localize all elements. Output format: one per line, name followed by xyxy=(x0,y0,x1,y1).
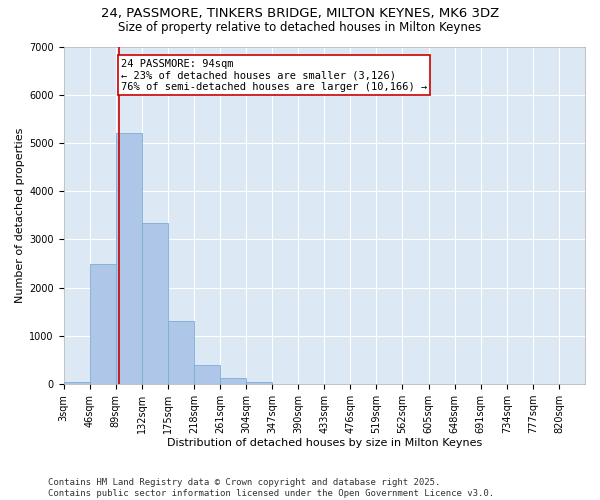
Bar xyxy=(194,365,220,384)
Text: Size of property relative to detached houses in Milton Keynes: Size of property relative to detached ho… xyxy=(118,21,482,34)
Bar xyxy=(246,382,272,384)
Bar xyxy=(168,322,194,384)
Bar xyxy=(116,134,142,384)
Bar xyxy=(64,382,89,384)
Bar xyxy=(220,378,246,384)
Text: 24, PASSMORE, TINKERS BRIDGE, MILTON KEYNES, MK6 3DZ: 24, PASSMORE, TINKERS BRIDGE, MILTON KEY… xyxy=(101,8,499,20)
Text: 24 PASSMORE: 94sqm
← 23% of detached houses are smaller (3,126)
76% of semi-deta: 24 PASSMORE: 94sqm ← 23% of detached hou… xyxy=(121,58,427,92)
Y-axis label: Number of detached properties: Number of detached properties xyxy=(15,128,25,303)
Bar xyxy=(89,264,116,384)
Text: Contains HM Land Registry data © Crown copyright and database right 2025.
Contai: Contains HM Land Registry data © Crown c… xyxy=(48,478,494,498)
X-axis label: Distribution of detached houses by size in Milton Keynes: Distribution of detached houses by size … xyxy=(167,438,482,448)
Bar xyxy=(142,222,168,384)
